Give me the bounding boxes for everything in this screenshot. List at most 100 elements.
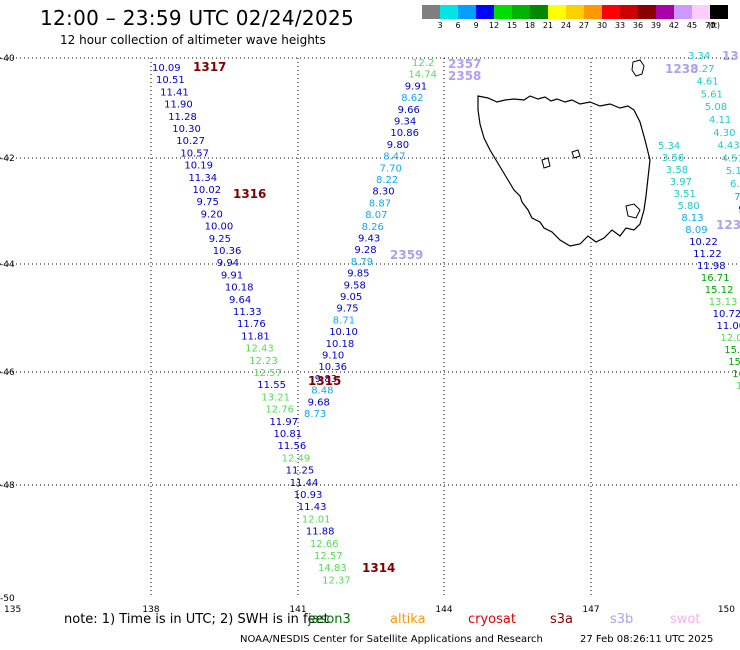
wave-height-value: 7.70 xyxy=(380,163,402,174)
pass-label: 2357 xyxy=(448,57,481,71)
wave-height-value: 11.43 xyxy=(298,502,327,513)
wave-height-value: 8.71 xyxy=(333,315,355,326)
y-axis-label: -42 xyxy=(0,154,15,164)
wave-height-value: 3.56 xyxy=(662,153,684,164)
wave-height-value: 8.13 xyxy=(681,213,703,224)
wave-height-value: 11.97 xyxy=(269,417,298,428)
wave-height-value: 9.25 xyxy=(209,234,231,245)
tasmania-mainland xyxy=(477,95,651,247)
page-title: 12:00 – 23:59 UTC 02/24/2025 xyxy=(40,6,355,30)
wave-height-value: 10.36 xyxy=(213,246,242,257)
wave-height-value: 9.10 xyxy=(322,351,344,362)
y-axis-label: -46 xyxy=(0,368,15,378)
wave-height-value: 5.34 xyxy=(658,141,680,152)
scale-label: 30 xyxy=(596,21,608,30)
wave-height-value: 16.71 xyxy=(701,273,730,284)
wave-height-value: 10.02 xyxy=(193,185,222,196)
wave-height-value: 10.00 xyxy=(205,222,234,233)
wave-height-value: 9.20 xyxy=(201,209,223,220)
scale-label: 24 xyxy=(560,21,572,30)
wave-height-value: 15.1 xyxy=(724,345,740,356)
scale-label: 21 xyxy=(542,21,554,30)
pass-label: 1317 xyxy=(193,60,226,74)
wave-height-value: 11.41 xyxy=(160,87,189,98)
wave-height-value: 16 xyxy=(732,369,740,380)
bruny-island xyxy=(625,203,641,219)
wave-height-value: 9.43 xyxy=(358,234,380,245)
y-axis-label: -40 xyxy=(0,54,15,64)
scale-label: 6 xyxy=(455,21,461,30)
wave-height-value: 13.21 xyxy=(261,392,290,403)
scale-swatch xyxy=(602,5,620,19)
wave-height-value: 3.97 xyxy=(670,177,692,188)
x-axis-label: 135 xyxy=(4,605,21,615)
wave-height-value: 11.98 xyxy=(697,261,726,272)
wave-height-value: 11.81 xyxy=(241,331,270,342)
lake xyxy=(571,149,581,159)
wave-height-value: 5.80 xyxy=(678,201,700,212)
wave-height-value: 10.09 xyxy=(152,63,181,74)
wave-height-value: 4.51 xyxy=(722,153,740,164)
scale-swatch xyxy=(548,5,566,19)
lake xyxy=(541,157,551,169)
wave-height-value: 10.57 xyxy=(180,148,209,159)
scale-swatch xyxy=(710,5,728,19)
axis-labels: 135 138 141 144 147 150 -40 -42 -44 -46 -48 -50 xyxy=(0,54,735,615)
wave-height-value: 10.19 xyxy=(184,161,213,172)
wave-height-value: 9.28 xyxy=(354,245,376,256)
pass-label: 1238 xyxy=(665,62,698,76)
wave-height-value: 13.13 xyxy=(709,297,738,308)
wave-height-value: 10.72 xyxy=(713,309,740,320)
wave-height-value: 9 xyxy=(738,205,740,216)
wave-height-value: 12.57 xyxy=(253,368,282,379)
satellite-legend-item: cryosat xyxy=(468,612,516,627)
scale-label: 36 xyxy=(632,21,644,30)
wave-height-value: 12.01 xyxy=(302,514,331,525)
scale-swatch xyxy=(458,5,476,19)
scale-label: 9 xyxy=(473,21,479,30)
wave-height-value: 9.83 xyxy=(315,374,337,385)
wave-height-value: 10.36 xyxy=(318,362,347,373)
wave-height-value: 8.87 xyxy=(369,198,391,209)
wave-height-value: 9.68 xyxy=(308,397,330,408)
wave-height-value: 11.33 xyxy=(233,307,262,318)
scale-swatch xyxy=(656,5,674,19)
wave-height-value: 8.22 xyxy=(376,175,398,186)
scale-swatch xyxy=(530,5,548,19)
scale-label: 42 xyxy=(668,21,680,30)
y-axis-label: -44 xyxy=(0,260,15,270)
wave-height-value: 8.30 xyxy=(372,187,394,198)
wave-height-value: 11.44 xyxy=(290,478,319,489)
wave-height-value: 9.58 xyxy=(344,280,366,291)
wave-height-value: 3.27 xyxy=(692,64,714,75)
scale-swatch xyxy=(476,5,494,19)
x-axis-label: 138 xyxy=(142,605,159,615)
wave-height-value: 9.66 xyxy=(398,105,420,116)
wave-height-value: 9.64 xyxy=(229,295,251,306)
x-axis-label: 144 xyxy=(435,605,452,615)
wave-height-value: 9.94 xyxy=(217,258,239,269)
wave-height-value: 12.23 xyxy=(249,356,278,367)
y-axis-label: -50 xyxy=(0,594,15,604)
footer-note: note: 1) Time is in UTC; 2) SWH is in fe… xyxy=(64,612,329,627)
wave-height-value: 8.73 xyxy=(304,409,326,420)
wave-height-value: 9.91 xyxy=(221,270,243,281)
wave-height-value: 10.18 xyxy=(225,283,254,294)
wave-height-value: 1 xyxy=(736,381,740,392)
wave-height-value: 9.91 xyxy=(405,81,427,92)
scale-swatch xyxy=(620,5,638,19)
wave-height-value: 5.19 xyxy=(726,166,740,177)
scale-swatch xyxy=(512,5,530,19)
wave-height-value: 12.49 xyxy=(282,453,311,464)
wave-height-value: 9.05 xyxy=(340,292,362,303)
scale-swatch xyxy=(584,5,602,19)
pass-label: 13 xyxy=(722,49,739,63)
wave-height-value: 10.27 xyxy=(176,136,205,147)
wave-height-value: 9.80 xyxy=(387,140,409,151)
wave-height-value: 7. xyxy=(734,192,740,203)
wave-height-value: 6.2 xyxy=(730,179,740,190)
wave-height-value: 11.34 xyxy=(188,173,217,184)
pass-label: 1315 xyxy=(308,374,341,388)
